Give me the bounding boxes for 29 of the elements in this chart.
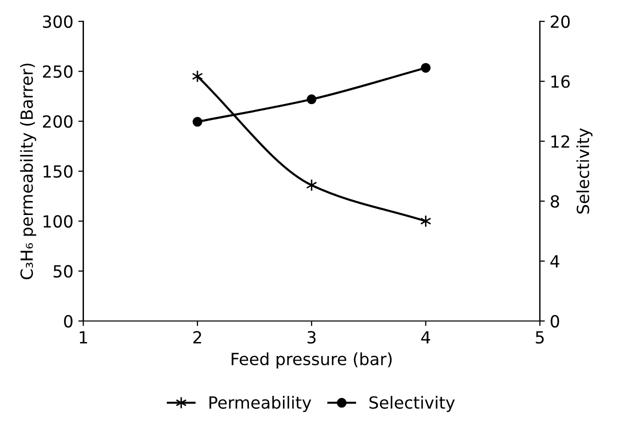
y-tick-label: 200 <box>42 115 72 128</box>
x-tick-label: 2 <box>193 331 202 344</box>
x-axis-title: Feed pressure (bar) <box>232 352 392 369</box>
point <box>192 70 203 83</box>
x-tick-label: 4 <box>421 331 430 344</box>
y-tick-label: 0 <box>64 314 72 328</box>
point <box>420 214 432 228</box>
y-tick-label: 250 <box>42 65 72 78</box>
x-tick-label: 1 <box>80 331 88 344</box>
y-axis-title: C₃H₆ permeability (Barrer) <box>20 64 36 280</box>
point <box>420 62 431 73</box>
y-tick-label: 50 <box>54 265 72 278</box>
y2-axis-title: Selectivity <box>576 128 592 214</box>
x-tick-label: 3 <box>308 331 316 344</box>
y2-tick-label: 16 <box>551 75 570 88</box>
y-tick-label: 300 <box>43 15 72 28</box>
y2-tick-label: 0 <box>550 314 560 328</box>
point <box>306 94 316 104</box>
y-tick-label: 100 <box>44 215 72 228</box>
y-tick-label: 150 <box>44 165 72 178</box>
x-tick-label: 5 <box>536 331 544 344</box>
y2-tick-label: 12 <box>551 135 570 148</box>
y2-tick-label: 4 <box>550 255 560 268</box>
y2-tick-label: 8 <box>550 195 560 208</box>
point <box>192 116 202 127</box>
point <box>306 178 318 192</box>
y2-tick-label: 20 <box>550 15 570 28</box>
legend-label: Selectivity <box>369 396 455 412</box>
legend-label: Permeability <box>210 396 312 412</box>
